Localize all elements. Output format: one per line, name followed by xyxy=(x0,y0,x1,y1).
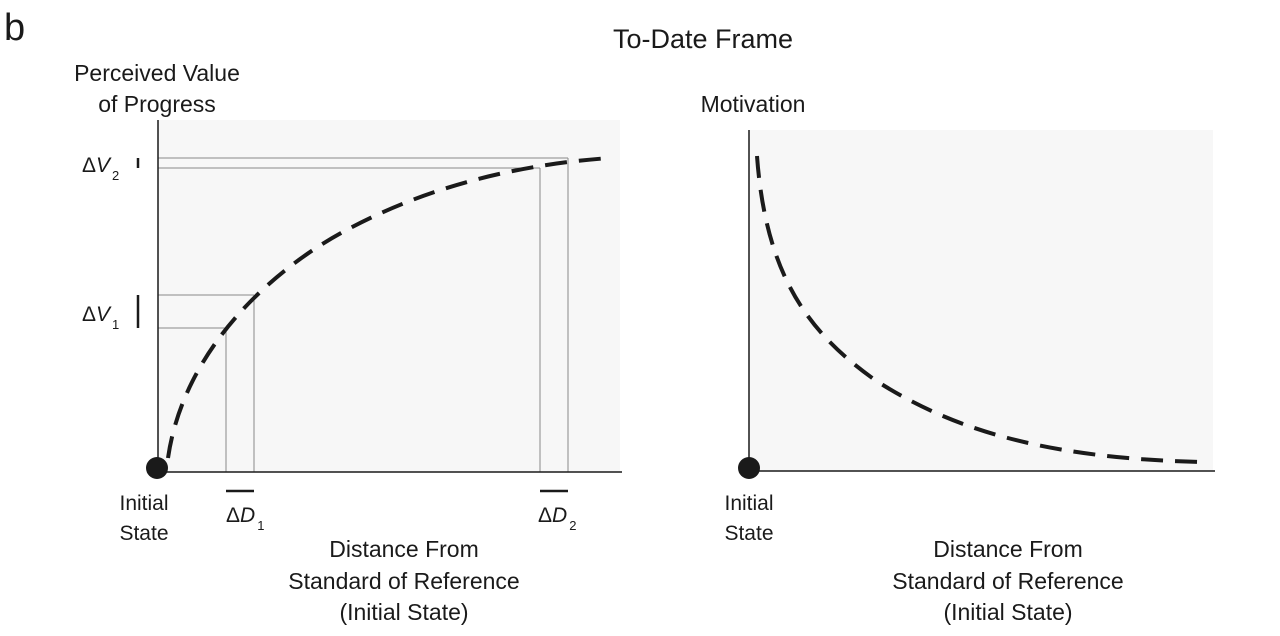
left-panel: Perceived Value of Progress ΔV 1 ΔV 2 xyxy=(74,60,622,625)
delta-guide-lines xyxy=(158,157,569,472)
left-origin-label-line2: State xyxy=(119,522,168,545)
left-y-axis-label-line1: Perceived Value xyxy=(74,60,240,86)
left-plot-background xyxy=(158,120,620,472)
right-x-axis-label-line3: (Initial State) xyxy=(943,599,1072,625)
motivation-curve xyxy=(755,155,1201,464)
left-x-axis-label-line1: Distance From xyxy=(329,536,479,562)
right-plot-background xyxy=(749,130,1213,471)
right-y-axis-label: Motivation xyxy=(701,91,806,117)
right-origin-dot xyxy=(738,457,760,479)
figure-title: To-Date Frame xyxy=(613,24,793,54)
right-origin-label-line1: Initial xyxy=(724,492,773,515)
left-x-axis-label-line2: Standard of Reference xyxy=(288,568,519,594)
right-origin-label-line2: State xyxy=(724,522,773,545)
right-x-axis-label-line2: Standard of Reference xyxy=(892,568,1123,594)
delta-d1-label: ΔD 1 xyxy=(226,504,264,533)
delta-v2-label: ΔV 2 xyxy=(82,154,119,183)
right-panel: Motivation Initial State Distance From S… xyxy=(701,91,1215,625)
left-origin-label-line1: Initial xyxy=(119,492,168,515)
right-x-axis-label-line1: Distance From xyxy=(933,536,1083,562)
panel-letter: b xyxy=(4,7,25,49)
left-y-axis-label-line2: of Progress xyxy=(98,91,216,117)
delta-v1-label: ΔV 1 xyxy=(82,303,119,332)
left-x-axis-label-line3: (Initial State) xyxy=(339,599,468,625)
progress-value-curve xyxy=(166,156,611,459)
delta-d2-label: ΔD 2 xyxy=(538,504,576,533)
left-origin-dot xyxy=(146,457,168,479)
